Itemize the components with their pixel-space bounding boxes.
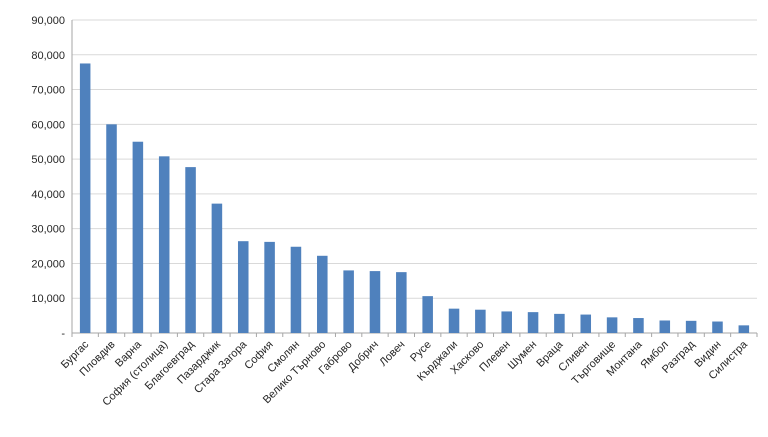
bar [264, 241, 275, 333]
y-tick-label: - [61, 328, 65, 340]
bar [185, 167, 196, 333]
y-tick-label: 70,000 [31, 85, 65, 97]
axes [71, 20, 758, 337]
y-tick-labels: - 10,000 20,000 30,000 40,000 50,000 60,000 70,… [31, 15, 65, 340]
bar [580, 314, 592, 333]
x-tick-label: Ловеч [377, 339, 407, 369]
bar [738, 325, 750, 333]
bar [422, 296, 433, 333]
bar [369, 271, 381, 333]
bar [501, 311, 512, 333]
bars [79, 63, 750, 333]
bar [132, 141, 144, 333]
bar [448, 308, 460, 333]
gridlines [72, 19, 757, 299]
y-tick-label: 10,000 [31, 293, 65, 305]
bar [290, 246, 302, 333]
bar [554, 313, 565, 333]
bar [79, 63, 91, 333]
bar [343, 270, 354, 333]
y-tick-label: 80,000 [31, 50, 65, 62]
bar [237, 241, 249, 333]
y-tick-label: 30,000 [31, 224, 65, 236]
bar [685, 320, 697, 333]
y-tick-label: 60,000 [31, 119, 65, 131]
bar [158, 156, 170, 333]
bar [317, 255, 328, 333]
y-tick-label: 40,000 [31, 189, 65, 201]
bar [527, 312, 539, 333]
y-tick-label: 20,000 [31, 258, 65, 270]
x-tick-label: Шумен [506, 339, 539, 372]
bar [659, 320, 671, 333]
bar [106, 124, 117, 333]
bar [712, 321, 723, 333]
bar [475, 309, 486, 333]
bar [606, 317, 618, 333]
bar [211, 203, 223, 333]
bar [396, 272, 407, 333]
bar [633, 318, 644, 333]
y-tick-label: 90,000 [31, 15, 65, 27]
y-tick-label: 50,000 [31, 154, 65, 166]
